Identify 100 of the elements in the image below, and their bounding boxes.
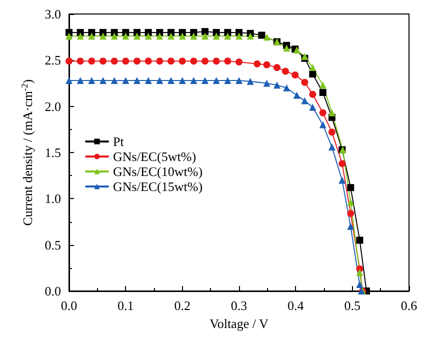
legend-label: GNs/EC(15wt%) (113, 179, 203, 194)
point (309, 70, 316, 78)
x-tick-label: 0.2 (174, 298, 190, 313)
x-axis-title: Voltage / V (210, 316, 269, 331)
point (76, 76, 84, 84)
point (328, 109, 336, 116)
point (282, 68, 289, 75)
point (156, 76, 164, 84)
point (168, 76, 174, 84)
point (309, 104, 316, 111)
point (263, 34, 270, 41)
point (88, 76, 96, 84)
y-tick-label: 1.0 (44, 191, 61, 206)
y-tick-label: 3.0 (44, 6, 61, 22)
legend-label: Pt (113, 134, 124, 149)
point (319, 82, 326, 89)
point (224, 58, 232, 65)
point (258, 32, 266, 39)
point (88, 58, 96, 65)
point (273, 64, 280, 72)
point (212, 58, 220, 65)
point (347, 210, 354, 217)
x-tick-label: 0.6 (400, 298, 418, 313)
point (178, 32, 186, 40)
point (224, 32, 232, 40)
point (212, 76, 220, 84)
y-tick-label: 2.5 (44, 52, 61, 68)
point (122, 32, 130, 40)
point (202, 76, 208, 84)
x-tick-label: 0.4 (288, 298, 304, 313)
point (309, 64, 316, 72)
x-tick-label: 0.5 (344, 298, 360, 313)
point (144, 58, 152, 65)
x-tick-label: 0.0 (60, 298, 78, 313)
point (100, 76, 106, 84)
y-axis-title: Current density / (mA·cm-2) (19, 79, 35, 226)
point (122, 76, 130, 84)
point (246, 78, 254, 85)
point (66, 58, 72, 65)
point (328, 143, 336, 150)
point (356, 281, 364, 288)
point (212, 32, 220, 40)
point (168, 32, 174, 40)
point (202, 32, 208, 40)
point (338, 176, 346, 184)
point (328, 128, 336, 136)
point (283, 44, 290, 52)
y-tick-label: 0.0 (44, 284, 61, 298)
point (309, 90, 316, 98)
y-tick-label: 0.5 (44, 237, 61, 252)
point (156, 58, 164, 65)
point (134, 58, 140, 65)
point (66, 32, 72, 40)
point (301, 78, 308, 86)
point (110, 76, 118, 84)
point (190, 76, 198, 84)
point (236, 32, 242, 40)
point (263, 61, 270, 68)
point (178, 58, 186, 65)
point (156, 32, 164, 40)
point (88, 32, 96, 40)
point (319, 109, 326, 116)
point (134, 76, 140, 84)
point (292, 71, 299, 78)
point (144, 76, 152, 84)
point (190, 32, 198, 40)
legend-label: GNs/EC(5wt%) (113, 149, 196, 164)
point (202, 58, 208, 65)
point (273, 82, 280, 89)
point (100, 32, 106, 40)
point (110, 32, 118, 40)
point (76, 58, 84, 65)
point (190, 58, 198, 65)
point (122, 58, 130, 65)
point (283, 84, 290, 92)
x-tick-label: 0.1 (118, 298, 134, 313)
point (356, 236, 364, 244)
point (246, 32, 254, 40)
point (224, 76, 232, 84)
point (236, 58, 242, 66)
point (76, 32, 84, 40)
point (301, 97, 308, 104)
point (356, 269, 364, 276)
point (168, 58, 174, 65)
point (263, 80, 270, 87)
y-tick-label: 2.0 (44, 98, 61, 114)
y-tick-label: 1.5 (44, 145, 61, 160)
point (236, 76, 242, 84)
point (144, 32, 152, 40)
point (178, 76, 186, 84)
point (293, 92, 300, 99)
legend-label: GNs/EC(10wt%) (113, 164, 203, 179)
point (100, 58, 106, 65)
point (134, 32, 140, 40)
point (347, 222, 354, 230)
point (347, 184, 354, 192)
x-tick-label: 0.3 (230, 298, 248, 313)
point (254, 60, 261, 68)
point (66, 76, 72, 84)
point (319, 121, 326, 128)
